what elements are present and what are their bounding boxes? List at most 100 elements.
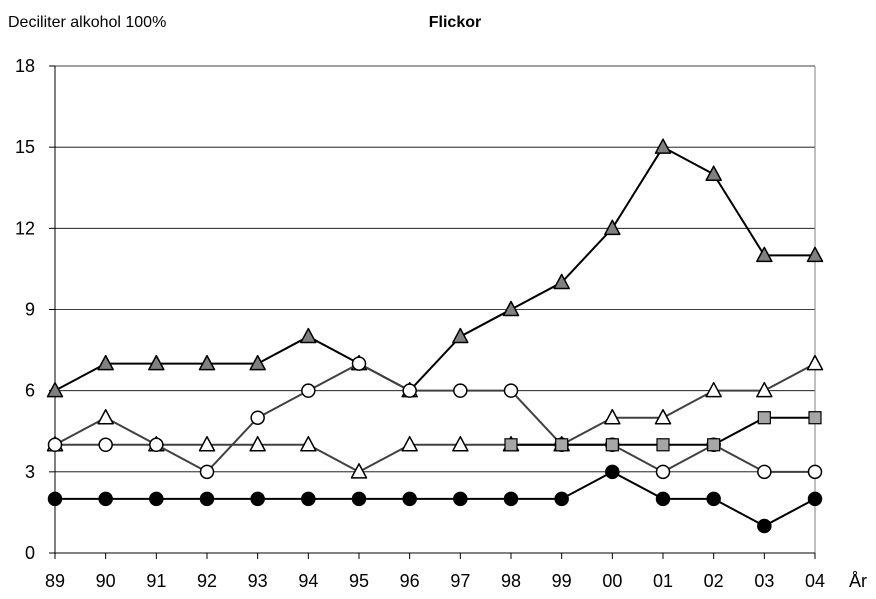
data-point	[199, 491, 215, 507]
data-point	[605, 438, 619, 452]
data-point	[655, 464, 671, 480]
x-tick-label: 03	[754, 571, 774, 591]
data-point	[97, 408, 114, 425]
data-point	[502, 300, 520, 317]
data-point	[249, 354, 266, 371]
data-point	[453, 383, 468, 398]
data-point	[97, 354, 114, 371]
data-point	[452, 436, 469, 452]
series-line	[55, 362, 815, 473]
data-point	[199, 464, 215, 480]
data-point	[757, 518, 772, 534]
y-tick-label: 18	[15, 56, 35, 76]
data-point	[148, 354, 165, 371]
y-tick-label: 6	[25, 381, 35, 401]
series-4	[504, 411, 822, 452]
data-point	[757, 411, 771, 425]
x-tick-label: 99	[552, 571, 572, 591]
data-point	[807, 491, 823, 507]
series-5	[47, 464, 823, 534]
x-tick-label: 89	[45, 571, 65, 591]
data-point	[402, 491, 417, 507]
series-line	[55, 470, 816, 527]
data-point	[250, 491, 265, 507]
data-point	[301, 491, 316, 507]
data-point	[98, 491, 113, 507]
x-tick-label: 00	[602, 571, 622, 591]
y-tick-label: 3	[25, 462, 35, 482]
y-axis-label: Deciliter alkohol 100%	[8, 14, 166, 31]
chart-title: Flickor	[429, 14, 481, 31]
data-point	[654, 408, 672, 425]
data-point	[350, 463, 368, 479]
data-point	[553, 273, 570, 290]
data-point	[555, 438, 569, 452]
data-point	[249, 436, 266, 452]
data-point	[46, 381, 64, 398]
data-point	[198, 436, 216, 452]
x-tick-label: 98	[501, 571, 521, 591]
series-2	[46, 354, 824, 479]
data-point	[351, 356, 367, 371]
y-tick-label: 15	[15, 137, 35, 157]
x-tick-label: 94	[298, 571, 318, 591]
data-point	[98, 437, 113, 453]
data-point	[705, 165, 722, 181]
data-point	[47, 437, 63, 453]
data-point	[503, 491, 519, 507]
x-tick-labels: 89 90 91 92 93 94 95 96 97 98 99 00 01 02 03 04	[45, 571, 825, 591]
data-point	[604, 408, 621, 425]
x-tick-label: 93	[248, 571, 268, 591]
data-point	[706, 491, 721, 507]
data-point	[807, 464, 823, 480]
x-tick-label: 02	[704, 571, 724, 591]
data-point	[654, 138, 672, 154]
data-point	[756, 381, 773, 398]
y-tick-label: 12	[15, 218, 35, 238]
data-point	[301, 383, 316, 398]
gridlines	[55, 65, 816, 553]
data-point	[757, 464, 772, 480]
data-point	[300, 436, 317, 452]
data-point	[707, 438, 721, 452]
data-point	[47, 491, 63, 507]
series-line	[54, 146, 815, 392]
x-tick-label: 92	[197, 571, 217, 591]
data-point	[604, 219, 621, 236]
axes	[49, 65, 816, 559]
y-tick-label: 0	[25, 543, 35, 563]
x-tick-label: 96	[400, 571, 420, 591]
data-point	[149, 437, 164, 453]
data-point	[504, 438, 518, 452]
y-tick-labels: 0 3 6 9 12 15 18	[15, 56, 35, 563]
data-point	[655, 491, 671, 507]
data-point	[149, 491, 164, 507]
data-point	[554, 491, 569, 507]
data-point	[806, 354, 824, 371]
data-point	[806, 246, 824, 263]
x-tick-label: 91	[146, 571, 166, 591]
data-point	[808, 411, 822, 425]
x-axis-label: År	[849, 571, 867, 591]
data-point	[756, 246, 773, 263]
data-point	[656, 438, 670, 452]
series-1	[46, 138, 824, 398]
x-tick-label: 01	[653, 571, 673, 591]
data-point	[402, 383, 417, 398]
x-tick-label: 04	[805, 571, 825, 591]
x-tick-label: 90	[96, 571, 116, 591]
data-point	[452, 327, 469, 344]
data-point	[605, 464, 620, 480]
data-point	[705, 381, 722, 398]
series-line	[54, 362, 816, 473]
y-tick-label: 9	[25, 300, 35, 320]
series-group	[46, 138, 824, 534]
series-3	[47, 356, 823, 480]
data-point	[401, 436, 418, 452]
x-tick-label: 97	[450, 571, 470, 591]
data-point	[503, 383, 519, 398]
data-point	[351, 491, 367, 507]
data-point	[250, 410, 265, 425]
data-point	[198, 354, 216, 371]
